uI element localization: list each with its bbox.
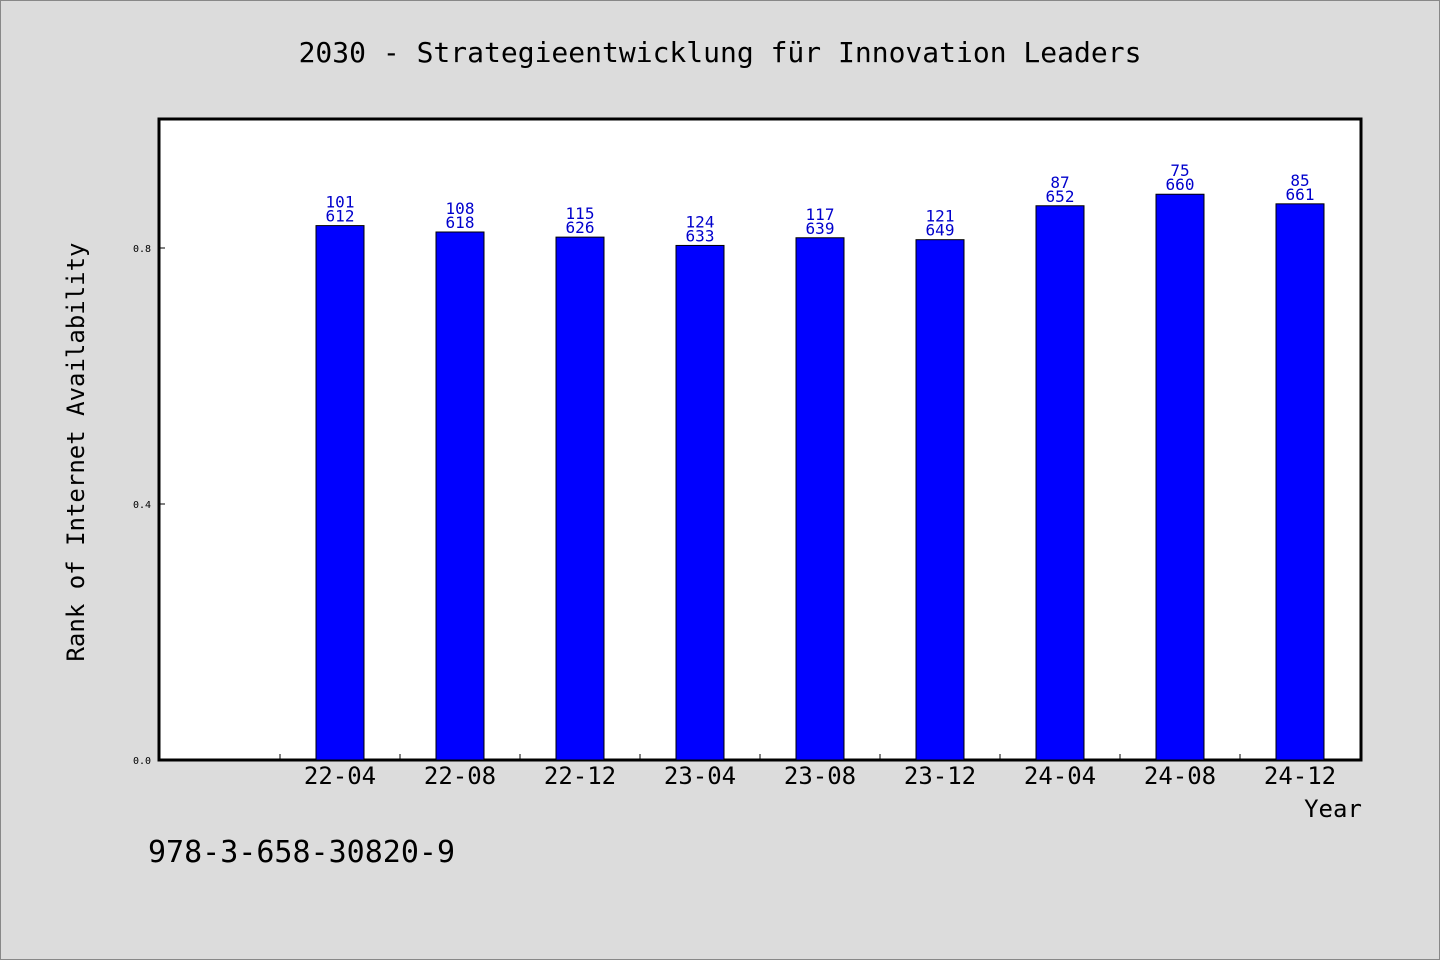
x-tick-label: 23-04 [664, 762, 736, 790]
x-tick-label: 22-04 [304, 762, 376, 790]
bar-label-bottom: 612 [326, 207, 355, 226]
x-tick-label: 24-08 [1144, 762, 1216, 790]
bar-label-top: 121 [926, 207, 955, 226]
bar-23-04 [675, 244, 725, 761]
bar-label-top: 87 [1050, 173, 1069, 192]
y-tick-label: 0.8 [133, 244, 151, 255]
bar-label-bottom: 618 [446, 213, 475, 232]
x-tick-label: 24-12 [1264, 762, 1336, 790]
bar-23-12 [915, 239, 965, 761]
bar-22-12 [555, 236, 605, 761]
bar-23-08 [795, 237, 845, 761]
x-tick-label: 22-12 [544, 762, 616, 790]
x-tick-label: 22-08 [424, 762, 496, 790]
y-tick-label: 0.4 [133, 500, 151, 511]
bar-label-top: 85 [1290, 171, 1309, 190]
bar-label-bottom: 639 [806, 219, 835, 238]
x-tick-label: 23-12 [904, 762, 976, 790]
bar-label-top: 75 [1170, 161, 1189, 180]
isbn-label: 978-3-658-30820-9 [148, 835, 455, 870]
bar-22-04 [315, 225, 365, 761]
bar-label-top: 108 [446, 199, 475, 218]
bar-label-top: 115 [566, 204, 595, 223]
bar-22-08 [435, 231, 485, 761]
bar-label-bottom: 652 [1046, 187, 1075, 206]
x-tick-label: 24-04 [1024, 762, 1096, 790]
bar-label-top: 124 [686, 212, 715, 231]
bar-label-top: 117 [806, 205, 835, 224]
bar-label-top: 101 [326, 193, 355, 212]
y-axis-label: Rank of Internet Availability [62, 242, 90, 661]
bar-24-04 [1035, 205, 1085, 761]
x-axis: 22-04 22-08 22-12 23-04 23-08 23-12 24-04 24-08… [279, 754, 1361, 790]
chart-title: 2030 - Strategieentwicklung für Innovati… [299, 36, 1142, 69]
y-axis: 0.0 0.4 0.8 [133, 244, 165, 767]
x-tick-label: 23-08 [784, 762, 856, 790]
bar-label-bottom: 660 [1166, 175, 1195, 194]
x-axis-label: Year [1304, 795, 1362, 823]
bar-24-08 [1155, 193, 1205, 761]
y-tick-label: 0.0 [133, 756, 151, 767]
bar-label-bottom: 633 [686, 226, 715, 245]
bar-label-bottom: 649 [926, 221, 955, 240]
bar-label-bottom: 661 [1286, 185, 1315, 204]
bar-label-bottom: 626 [566, 218, 595, 237]
bar-24-12 [1275, 203, 1325, 761]
